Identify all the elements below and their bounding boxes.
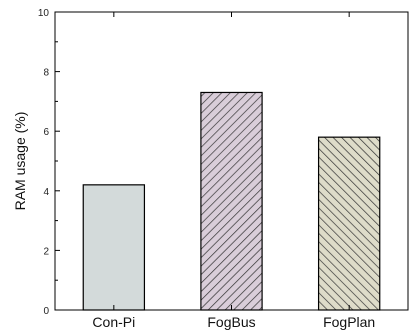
y-tick-label: 8: [43, 68, 49, 79]
bar-fogbus: [200, 91, 263, 311]
y-axis-title: RAM usage (%): [12, 112, 28, 211]
y-tick-label: 2: [43, 246, 49, 257]
y-tick-label: 10: [38, 8, 50, 19]
plot-frame: [54, 11, 409, 311]
bar-fogplan: [317, 136, 381, 311]
x-category-label: FogPlan: [323, 314, 375, 330]
bar-con-pi: [82, 184, 146, 311]
y-tick-label: 4: [43, 187, 49, 198]
x-category-label: Con-Pi: [92, 314, 135, 330]
y-tick-label: 0: [43, 306, 49, 317]
y-tick-label: 6: [43, 127, 49, 138]
x-category-label: FogBus: [207, 314, 255, 330]
